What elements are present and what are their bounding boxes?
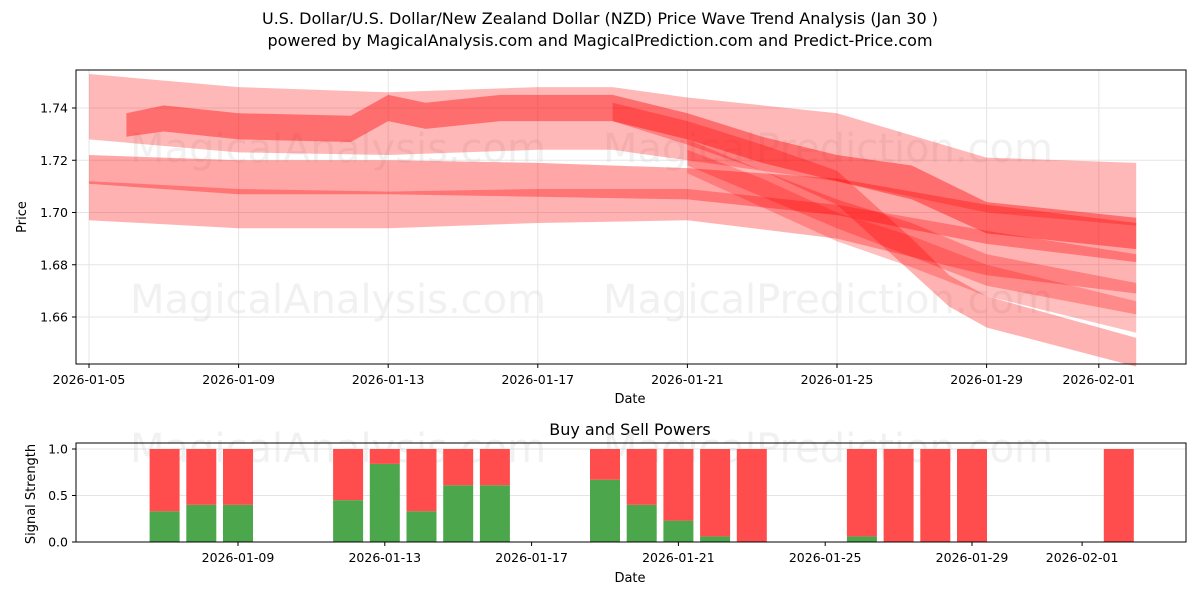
y-tick-label: 0.5: [48, 488, 68, 503]
top-x-axis-label: Date: [614, 392, 645, 407]
y-tick-label: 1.74: [40, 101, 68, 116]
x-tick-label: 2026-01-25: [801, 372, 874, 387]
y-tick-label: 1.72: [40, 153, 68, 168]
bottom-x-axis: 2026-01-09 2026-01-13 2026-01-17 2026-01-21…: [202, 542, 1119, 565]
watermark: MagicalAnalysis.com: [130, 277, 546, 323]
sell-bar: [920, 449, 950, 542]
sell-bar: [333, 449, 363, 500]
buy-bar: [333, 500, 363, 542]
buy-bar: [700, 536, 730, 542]
price-wave-chart: MagicalAnalysis.com MagicalPrediction.co…: [15, 70, 1186, 407]
y-tick-label: 1.68: [40, 257, 68, 272]
sell-bar: [590, 449, 620, 480]
top-x-axis: 2026-01-05 2026-01-09 2026-01-13 2026-01-17…: [53, 364, 1135, 387]
bottom-x-axis-label: Date: [614, 571, 645, 586]
x-tick-label: 2026-01-09: [202, 372, 275, 387]
buy-bar: [370, 464, 400, 542]
buy-bar: [590, 480, 620, 542]
buy-bar: [480, 485, 510, 542]
bottom-y-axis: 0.0 0.5 1.0: [48, 442, 76, 550]
sell-bar: [700, 449, 730, 536]
buy-bar: [223, 505, 253, 542]
top-y-axis-label: Price: [15, 201, 30, 233]
sell-bar: [407, 449, 437, 511]
x-tick-label: 2026-01-13: [348, 550, 421, 565]
x-tick-label: 2026-01-09: [202, 550, 275, 565]
x-tick-label: 2026-01-05: [53, 372, 126, 387]
chart-canvas: MagicalAnalysis.com MagicalPrediction.co…: [0, 0, 1200, 600]
sell-bar: [1104, 449, 1134, 542]
x-tick-label: 2026-01-21: [642, 550, 715, 565]
sell-bar: [957, 449, 987, 542]
sell-bar: [663, 449, 693, 521]
x-tick-label: 2026-01-29: [950, 372, 1023, 387]
sell-bar: [737, 449, 767, 542]
y-tick-label: 1.70: [40, 205, 68, 220]
buy-bar: [627, 505, 657, 542]
sell-bar: [150, 449, 180, 511]
sell-bar: [186, 449, 216, 505]
y-tick-label: 1.0: [48, 442, 68, 457]
buy-bar: [150, 511, 180, 542]
x-tick-label: 2026-01-25: [789, 550, 862, 565]
sell-bar: [223, 449, 253, 505]
buy-bar: [443, 485, 473, 542]
x-tick-label: 2026-01-29: [936, 550, 1009, 565]
x-tick-label: 2026-01-21: [651, 372, 724, 387]
x-tick-label: 2026-02-01: [1062, 372, 1135, 387]
buy-bar: [407, 511, 437, 542]
sell-bar: [443, 449, 473, 485]
sell-bar: [480, 449, 510, 485]
buy-bar: [663, 521, 693, 542]
sell-bar: [884, 449, 914, 542]
buy-bar: [186, 505, 216, 542]
x-tick-label: 2026-01-13: [352, 372, 425, 387]
buy-bar: [847, 536, 877, 542]
y-tick-label: 1.66: [40, 310, 68, 325]
sell-bar: [370, 449, 400, 464]
x-tick-label: 2026-01-17: [495, 550, 568, 565]
sell-bar: [627, 449, 657, 505]
top-y-axis: 1.66 1.68 1.70 1.72 1.74: [40, 101, 76, 325]
y-tick-label: 0.0: [48, 535, 68, 550]
x-tick-label: 2026-01-17: [501, 372, 574, 387]
bottom-y-axis-label: Signal Strength: [24, 444, 39, 544]
buy-sell-chart: Buy and Sell Powers MagicalAnalysis.com …: [24, 420, 1186, 586]
sell-bar: [847, 449, 877, 536]
x-tick-label: 2026-02-01: [1046, 550, 1119, 565]
